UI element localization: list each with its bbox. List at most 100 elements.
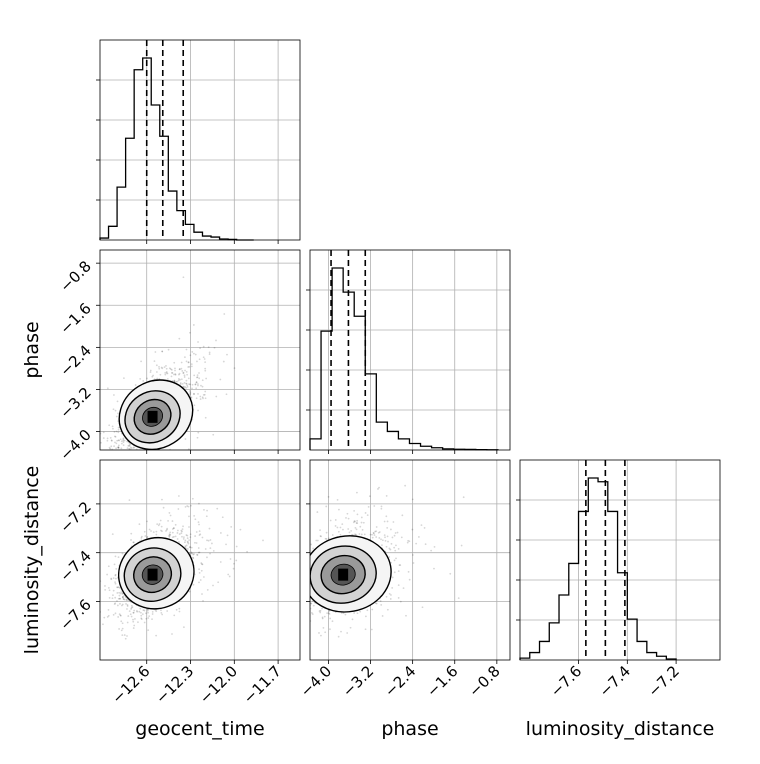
- sample-point: [373, 505, 376, 507]
- sample-point: [197, 393, 199, 395]
- y-tick-label: −2.4: [56, 341, 94, 379]
- sample-point: [182, 276, 185, 279]
- sample-point: [342, 528, 344, 531]
- sample-point: [142, 380, 145, 382]
- sample-point: [117, 586, 120, 589]
- panel-marks: [100, 276, 236, 479]
- sample-point: [146, 609, 149, 612]
- sample-point: [106, 387, 109, 390]
- sample-point: [168, 367, 171, 370]
- sample-point: [298, 574, 300, 576]
- sample-point: [293, 564, 295, 566]
- sample-point: [158, 366, 160, 368]
- sample-point: [411, 498, 414, 501]
- sample-point: [364, 628, 367, 631]
- density-peak: [338, 568, 349, 581]
- sample-point: [116, 586, 118, 589]
- sample-point: [150, 456, 152, 458]
- sample-point: [197, 551, 200, 554]
- sample-point: [201, 536, 204, 539]
- sample-point: [200, 562, 203, 564]
- sample-point: [118, 477, 120, 479]
- sample-point: [174, 523, 177, 526]
- sample-point: [189, 383, 191, 386]
- sample-point: [336, 526, 339, 529]
- sample-point: [274, 588, 276, 590]
- sample-point: [356, 513, 359, 516]
- sample-point: [337, 635, 340, 638]
- sample-point: [217, 581, 220, 584]
- sample-point: [308, 580, 310, 582]
- sample-point: [202, 576, 205, 578]
- sample-point: [407, 570, 410, 573]
- panel-frame: [519, 459, 721, 661]
- sample-point: [193, 352, 195, 355]
- sample-point: [121, 456, 123, 458]
- sample-point: [198, 523, 200, 526]
- sample-point: [275, 566, 277, 568]
- sample-point: [371, 533, 373, 536]
- sample-point: [112, 454, 114, 456]
- sample-point: [127, 461, 129, 463]
- sample-point: [206, 556, 208, 559]
- sample-point: [361, 528, 364, 531]
- sample-point: [341, 523, 344, 525]
- panel-frame: [99, 249, 301, 451]
- sample-point: [126, 605, 129, 607]
- sample-point: [215, 339, 217, 342]
- sample-point: [192, 583, 195, 586]
- sample-point: [130, 532, 133, 535]
- sample-point: [355, 533, 357, 536]
- sample-point: [246, 550, 248, 553]
- sample-point: [181, 382, 184, 385]
- sample-point: [161, 613, 164, 616]
- sample-point: [107, 608, 110, 611]
- sample-point: [195, 531, 198, 533]
- sample-point: [233, 562, 235, 565]
- sample-point: [295, 573, 297, 575]
- sample-point: [302, 576, 304, 578]
- y-axis-title-luminosity_distance: luminosity_distance: [21, 466, 43, 655]
- sample-point: [134, 454, 136, 456]
- sample-point: [204, 369, 207, 372]
- sample-point: [137, 621, 139, 624]
- sample-point: [160, 454, 162, 456]
- sample-point: [193, 514, 196, 517]
- sample-point: [182, 371, 185, 374]
- y-tick-label: −7.2: [56, 498, 94, 536]
- sample-point: [123, 598, 126, 601]
- sample-point: [118, 597, 121, 600]
- sample-point: [235, 545, 238, 548]
- sample-point: [301, 556, 303, 558]
- sample-point: [239, 528, 242, 531]
- sample-point: [140, 451, 142, 453]
- sample-point: [208, 353, 211, 356]
- sample-point: [188, 546, 191, 549]
- sample-point: [187, 448, 190, 450]
- sample-point: [140, 617, 143, 620]
- sample-point: [185, 534, 188, 536]
- sample-point: [130, 461, 132, 463]
- sample-point: [108, 424, 111, 427]
- sample-point: [289, 554, 291, 556]
- sample-point: [212, 584, 214, 587]
- sample-point: [140, 537, 143, 539]
- sample-point: [183, 376, 186, 378]
- sample-point: [329, 617, 332, 620]
- sample-point: [306, 566, 308, 568]
- sample-point: [179, 378, 181, 381]
- sample-point: [293, 560, 295, 562]
- sample-point: [331, 620, 334, 623]
- sample-point: [155, 610, 158, 613]
- sample-point: [306, 594, 308, 596]
- sample-point: [185, 387, 188, 389]
- sample-point: [205, 377, 208, 380]
- y-tick-label: −4.0: [56, 426, 94, 464]
- sample-point: [168, 536, 171, 538]
- sample-point: [187, 361, 190, 364]
- sample-point: [142, 609, 145, 612]
- sample-point: [353, 520, 356, 523]
- sample-point: [204, 390, 207, 393]
- sample-point: [384, 539, 387, 542]
- sample-point: [111, 597, 114, 600]
